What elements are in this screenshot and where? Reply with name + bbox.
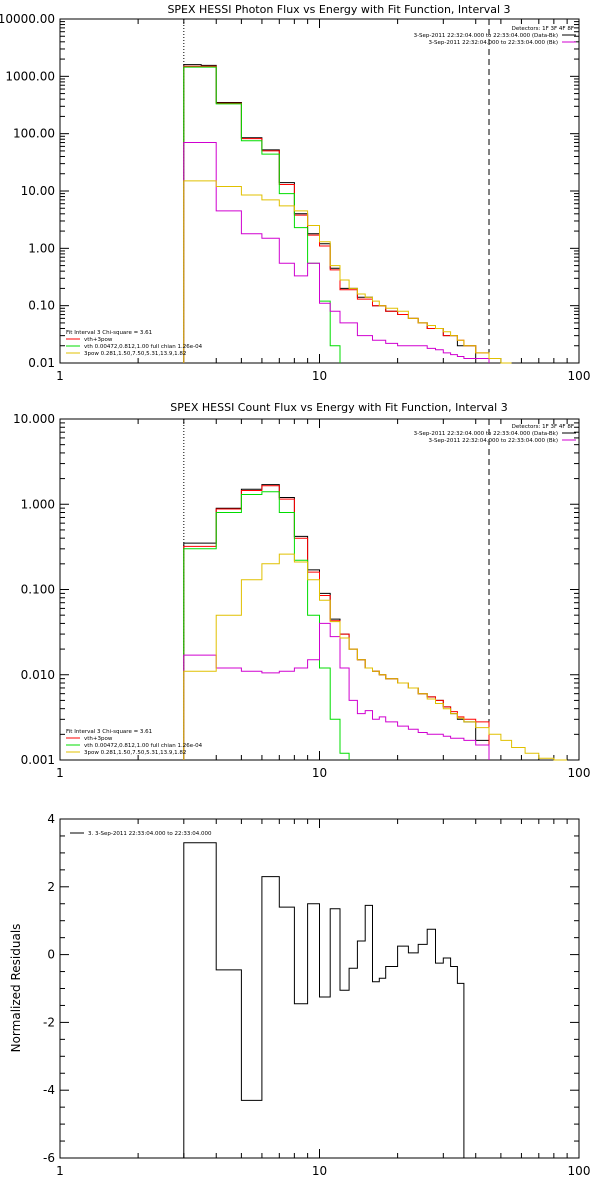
x-tick-label: 10 bbox=[312, 766, 327, 780]
legend-title: Detectors: 1F 3F 4F 8F bbox=[512, 424, 574, 430]
series-line-3 bbox=[183, 622, 490, 760]
y-tick-label: -6 bbox=[43, 1151, 55, 1165]
panel-title: SPEX HESSI Photon Flux vs Energy with Fi… bbox=[167, 3, 510, 16]
axis-ticks bbox=[59, 419, 579, 761]
y-tick-label: 1000.00 bbox=[5, 69, 55, 83]
y-tick-label: 0.010 bbox=[21, 668, 55, 682]
legend-entry-label: 3pow 0.281,1.50,7.50,5.31,13.9,1.82 bbox=[84, 351, 186, 357]
series-line-0 bbox=[183, 484, 490, 760]
legend-bottomleft: Fit Interval 3 Chi-square = 3.61 vth+3po… bbox=[66, 330, 203, 357]
x-tick-label: 10 bbox=[312, 369, 327, 383]
energy-range-markers bbox=[183, 419, 490, 760]
series-line-4 bbox=[183, 180, 512, 364]
legend-entry-label: 3-Sep-2011 22:32:04.000 to 22:33:04.000 … bbox=[414, 431, 558, 437]
series-group bbox=[183, 842, 465, 1158]
legend-bottomleft: Fit Interval 3 Chi-square = 3.61 vth+3po… bbox=[66, 729, 203, 756]
legend-entry-label: 3-Sep-2011 22:32:04.000 to 22:33:04.000 … bbox=[414, 33, 558, 39]
y-tick-label: 0.01 bbox=[28, 356, 55, 370]
series-line-0 bbox=[183, 64, 490, 363]
series-line-3 bbox=[183, 142, 490, 363]
y-axis-label: Normalized Residuals bbox=[9, 924, 23, 1053]
y-tick-label: 10.00 bbox=[21, 184, 55, 198]
y-tick-label: 100.00 bbox=[13, 127, 55, 141]
legend-entry-label: 3-Sep-2011 22:32:04.000 to 22:33:04.000 … bbox=[429, 438, 559, 444]
x-tick-label: 10 bbox=[312, 1164, 327, 1178]
series-group bbox=[183, 484, 568, 761]
legend-topright: Detectors: 1F 3F 4F 8F 3-Sep-2011 22:32:… bbox=[414, 424, 576, 444]
legend-entry-label: 3-Sep-2011 22:32:04.000 to 22:33:04.000 … bbox=[429, 40, 559, 46]
x-tick-label: 100 bbox=[568, 1164, 591, 1178]
axis-ticks bbox=[59, 19, 579, 364]
y-tick-label: 4 bbox=[47, 812, 55, 826]
legend-entry-label: 3pow 0.281,1.50,7.50,5.31,13.9,1.82 bbox=[84, 750, 186, 756]
legend-entry-label: vth+3pow bbox=[84, 337, 113, 343]
x-tick-label: 1 bbox=[56, 1164, 64, 1178]
photon-flux-panel: SPEX HESSI Photon Flux vs Energy with Fi… bbox=[0, 3, 590, 383]
legend-title: Fit Interval 3 Chi-square = 3.61 bbox=[66, 729, 152, 735]
y-tick-label: -4 bbox=[43, 1083, 55, 1097]
x-tick-label: 100 bbox=[568, 766, 591, 780]
x-tick-label: 100 bbox=[568, 369, 591, 383]
legend-entry-label: vth 0.00472,0.812,1.00 full chian 1.26e-… bbox=[84, 344, 203, 350]
y-tick-label: 1.000 bbox=[21, 497, 55, 511]
y-tick-labels: -6 -4 -2 0 2 4 bbox=[43, 812, 55, 1165]
y-tick-labels: 0.01 0.10 1.00 10.00 100.00 1000.00 10000.00 bbox=[0, 12, 55, 370]
y-tick-label: 0 bbox=[47, 948, 55, 962]
legend-entry-label: vth 0.00472,0.812,1.00 full chian 1.26e-… bbox=[84, 743, 203, 749]
x-tick-labels: 1 10 100 bbox=[56, 766, 590, 780]
series-line-2 bbox=[183, 66, 341, 363]
x-tick-label: 1 bbox=[56, 766, 64, 780]
y-tick-label: 10000.00 bbox=[0, 12, 55, 26]
y-tick-label: 0.10 bbox=[28, 299, 55, 313]
legend-topright: Detectors: 1F 3F 4F 8F 3-Sep-2011 22:32:… bbox=[414, 26, 576, 46]
series-group bbox=[183, 64, 512, 364]
series-line-4 bbox=[183, 553, 568, 761]
y-tick-label: -2 bbox=[43, 1015, 55, 1029]
legend-entry-label: vth+3pow bbox=[84, 736, 113, 742]
y-tick-label: 2 bbox=[47, 880, 55, 894]
legend-entry-label: 3. 3-Sep-2011 22:33:04.000 to 22:33:04.0… bbox=[88, 831, 212, 837]
y-tick-label: 10.000 bbox=[13, 412, 55, 426]
count-flux-panel: SPEX HESSI Count Flux vs Energy with Fit… bbox=[13, 401, 590, 780]
y-tick-labels: 0.001 0.010 0.100 1.000 10.000 bbox=[13, 412, 55, 767]
legend-topleft: 3. 3-Sep-2011 22:33:04.000 to 22:33:04.0… bbox=[70, 831, 212, 837]
x-tick-label: 1 bbox=[56, 369, 64, 383]
plot-frame bbox=[59, 18, 580, 364]
y-tick-label: 1.00 bbox=[28, 241, 55, 255]
x-tick-labels: 1 10 100 bbox=[56, 1164, 590, 1178]
legend-title: Detectors: 1F 3F 4F 8F bbox=[512, 26, 574, 32]
x-tick-labels: 1 10 100 bbox=[56, 369, 590, 383]
legend-title: Fit Interval 3 Chi-square = 3.61 bbox=[66, 330, 152, 336]
y-tick-label: 0.001 bbox=[21, 753, 55, 767]
series-line-1 bbox=[183, 65, 490, 363]
residuals-panel: Normalized Residuals -6 -4 -2 0 2 4 1 10 100 3.… bbox=[9, 812, 590, 1178]
y-tick-label: 0.100 bbox=[21, 583, 55, 597]
series-line-2 bbox=[183, 491, 350, 760]
panel-title: SPEX HESSI Count Flux vs Energy with Fit… bbox=[170, 401, 507, 414]
series-line-0 bbox=[183, 842, 465, 1158]
